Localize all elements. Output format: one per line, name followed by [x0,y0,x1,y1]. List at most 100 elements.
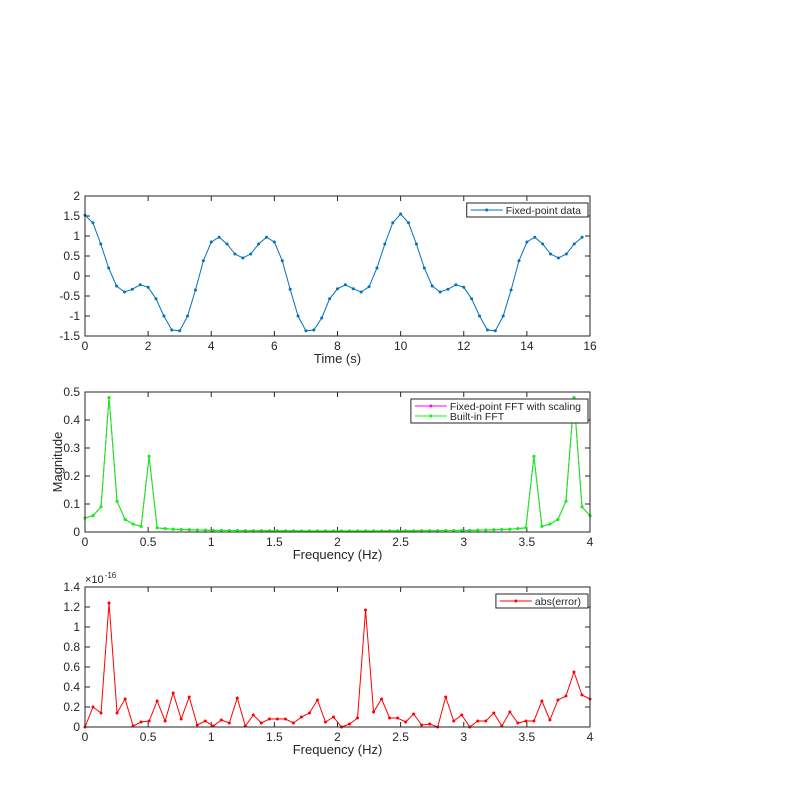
data-point [484,719,488,723]
x-tick-label: 1 [208,730,215,744]
data-point [524,719,528,723]
data-point [572,396,576,400]
y-tick-label: 0.5 [63,385,80,399]
series-line [84,602,591,728]
data-point [162,314,166,318]
x-tick-label: 0 [82,339,89,353]
y-tick-label: 0 [73,720,80,734]
data-point [243,529,247,533]
data-point [500,527,504,531]
x-tick-label: 3 [460,730,467,744]
data-point [391,221,395,225]
data-point [288,287,292,291]
data-point [267,717,271,721]
data-point [275,717,279,721]
x-tick-label: 2 [334,730,341,744]
data-point [312,328,316,332]
y-axis-label: Magnitude [50,432,65,493]
data-point [251,529,255,533]
data-point [91,221,95,225]
y-tick-label: 0.8 [63,640,80,654]
legend-label: Built-in FFT [450,411,505,423]
data-point [235,528,239,532]
x-tick-label: 0.5 [140,535,157,549]
data-point [422,266,426,270]
x-tick-label: 4 [587,535,594,549]
y-tick-label: 0.2 [63,700,80,714]
data-point [155,526,159,530]
data-point [154,297,158,301]
x-tick-label: 0.5 [140,730,157,744]
data-point [383,242,387,246]
y-tick-label: -1.5 [59,329,80,343]
data-point [267,529,271,533]
x-tick-label: 3.5 [519,730,536,744]
data-point [179,717,183,721]
data-point [219,718,223,722]
data-point [107,396,111,400]
data-point [241,256,245,260]
y-tick-label: 1.2 [63,600,80,614]
data-point [147,454,151,458]
data-point [396,716,400,720]
y-multiplier-exponent: -16 [105,571,117,580]
legend: Fixed-point data [466,202,589,218]
data-point [123,697,127,701]
data-point [580,235,584,239]
legend-marker [429,414,433,418]
data-point [139,524,143,528]
data-point [356,716,360,720]
data-point [115,284,119,288]
axes-background [85,587,590,727]
data-point [171,527,175,531]
data-point [364,608,368,612]
y-tick-label: 0.3 [63,441,80,455]
data-point [299,715,303,719]
data-point [107,601,111,605]
data-point [444,695,448,699]
legend: abs(error) [495,593,589,609]
x-axis-label: Time (s) [314,351,361,366]
data-point [454,283,458,287]
data-point [556,698,560,702]
data-point [460,713,464,717]
data-point [428,722,432,726]
data-point [115,711,119,715]
data-point [580,505,584,509]
data-point [549,252,553,256]
x-tick-label: 8 [334,339,341,353]
data-point [178,329,182,333]
data-point [556,517,560,521]
data-point [407,221,411,225]
data-point [280,259,284,263]
data-point [508,710,512,714]
x-tick-label: 2.5 [392,730,409,744]
data-point [275,529,279,533]
data-point [115,499,119,503]
y-tick-label: 1 [73,620,80,634]
axes-background [85,196,590,336]
data-point [187,695,191,699]
data-point [484,528,488,532]
data-point [428,529,432,533]
data-point [420,723,424,727]
data-point [203,528,207,532]
data-point [468,528,472,532]
data-point [91,705,95,709]
x-tick-label: 1.5 [266,730,283,744]
data-point [516,721,520,725]
x-tick-label: 14 [520,339,534,353]
data-point [227,721,231,725]
data-point [388,716,392,720]
legend-marker [514,599,518,603]
y-tick-label: 0.2 [63,469,80,483]
legend-marker [485,208,489,212]
data-point [170,328,174,332]
data-point [572,670,576,674]
data-point [219,528,223,532]
data-point [209,240,213,244]
data-point [259,721,263,725]
data-point [564,499,568,503]
data-point [524,526,528,530]
